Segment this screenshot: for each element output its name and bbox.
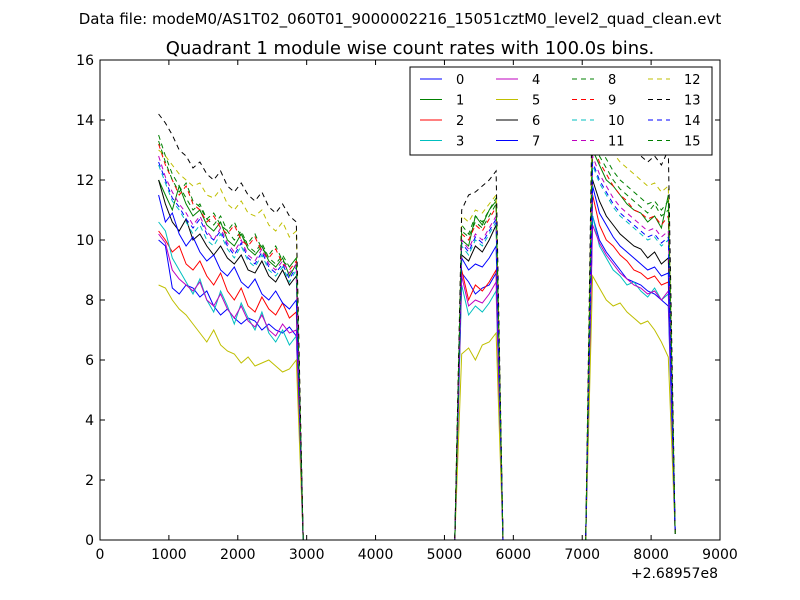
legend-label-11: 11 bbox=[608, 135, 625, 150]
legend-label-7: 7 bbox=[532, 135, 540, 150]
legend-label-1: 1 bbox=[456, 94, 464, 109]
x-tick-label-3: 3000 bbox=[289, 547, 325, 563]
chart-title: Quadrant 1 module wise count rates with … bbox=[166, 38, 655, 59]
x-tick-label-5: 5000 bbox=[427, 547, 463, 563]
x-tick-label-1: 1000 bbox=[151, 547, 187, 563]
legend-label-4: 4 bbox=[532, 73, 540, 88]
y-tick-label-0: 0 bbox=[85, 533, 94, 549]
legend-label-0: 0 bbox=[456, 73, 464, 88]
legend-label-15: 15 bbox=[684, 135, 701, 150]
y-tick-label-8: 16 bbox=[76, 53, 94, 69]
x-offset-label: +2.68957e8 bbox=[631, 566, 718, 582]
series-line-15 bbox=[158, 125, 676, 541]
x-tick-label-7: 7000 bbox=[564, 547, 600, 563]
x-tick-label-8: 8000 bbox=[633, 547, 669, 563]
legend-label-12: 12 bbox=[684, 73, 701, 88]
legend-label-14: 14 bbox=[684, 114, 701, 129]
y-tick-label-6: 12 bbox=[76, 173, 94, 189]
y-tick-label-3: 6 bbox=[85, 353, 94, 369]
x-tick-label-2: 2000 bbox=[220, 547, 256, 563]
legend-label-6: 6 bbox=[532, 114, 540, 129]
legend-label-2: 2 bbox=[456, 114, 464, 129]
x-tick-label-9: 9000 bbox=[702, 547, 738, 563]
y-tick-label-1: 2 bbox=[85, 473, 94, 489]
y-tick-label-2: 4 bbox=[85, 413, 94, 429]
x-tick-label-4: 4000 bbox=[358, 547, 394, 563]
legend-label-13: 13 bbox=[684, 94, 701, 109]
legend-label-8: 8 bbox=[608, 73, 616, 88]
legend-label-10: 10 bbox=[608, 114, 625, 129]
legend-label-9: 9 bbox=[608, 94, 616, 109]
y-tick-label-7: 14 bbox=[76, 113, 94, 129]
x-tick-label-6: 6000 bbox=[496, 547, 532, 563]
legend-label-3: 3 bbox=[456, 135, 464, 150]
x-tick-label-0: 0 bbox=[96, 547, 105, 563]
legend-label-5: 5 bbox=[532, 94, 540, 109]
series-line-9 bbox=[158, 143, 676, 541]
chart-suptitle: Data file: modeM0/AS1T02_060T01_90000022… bbox=[79, 10, 722, 29]
y-tick-label-5: 10 bbox=[76, 233, 94, 249]
y-tick-label-4: 8 bbox=[85, 293, 94, 309]
axis-layer: 0 1000 2000 3000 4000 5000 6000 7000 8000 9000 0 2 4… bbox=[76, 53, 738, 563]
